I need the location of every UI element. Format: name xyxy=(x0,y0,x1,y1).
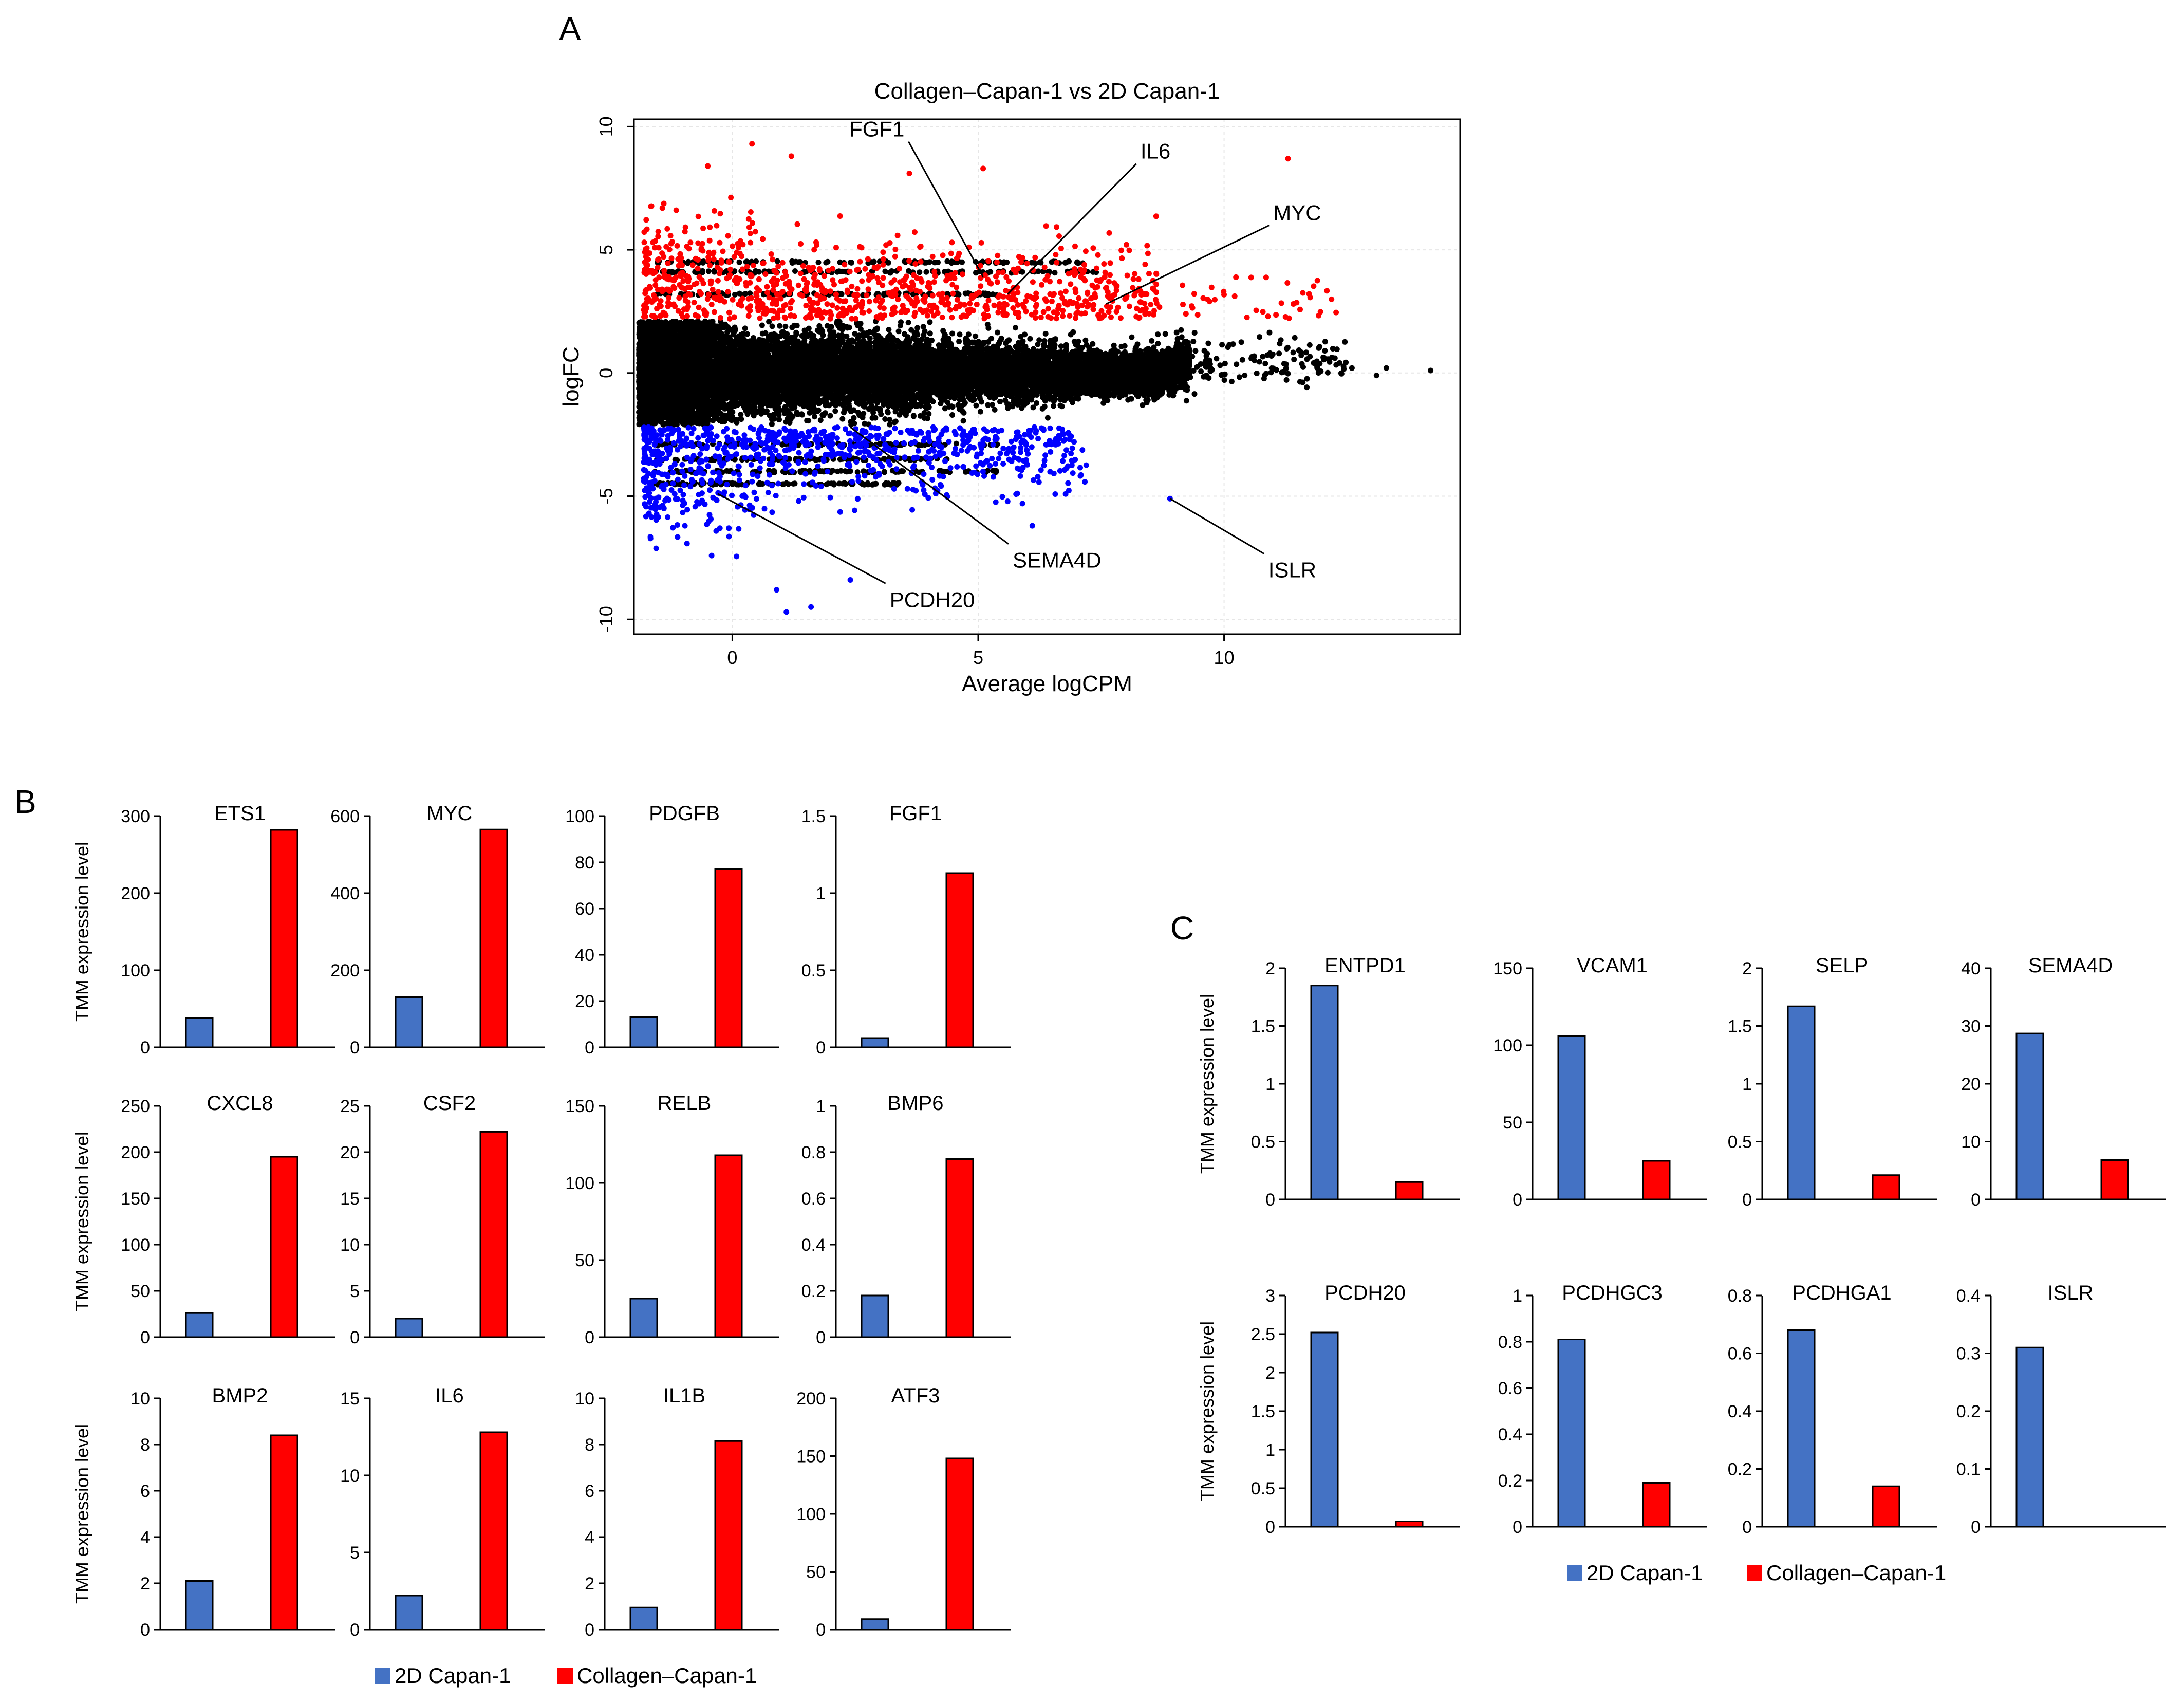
panel-label-b: B xyxy=(14,783,36,820)
ma-plot-points xyxy=(636,141,1434,615)
ma-point xyxy=(827,413,833,419)
ma-point xyxy=(861,411,867,417)
ma-point xyxy=(1034,400,1039,406)
ma-point xyxy=(1090,341,1096,347)
ma-point xyxy=(1042,330,1049,337)
ma-point xyxy=(1155,331,1161,338)
panel-label-c: C xyxy=(1170,910,1194,947)
ma-point xyxy=(1051,403,1057,409)
ma-point xyxy=(973,402,979,409)
ma-point xyxy=(738,412,744,418)
ma-point xyxy=(885,410,891,416)
ma-point xyxy=(949,330,956,337)
panel-label-a: A xyxy=(559,10,581,47)
ma-point xyxy=(976,339,982,345)
ma-point xyxy=(887,417,893,422)
ma-point xyxy=(1027,336,1033,342)
ma-point xyxy=(777,323,783,329)
ma-plot: Collagen–Capan-1 vs 2D Capan-1 Average l… xyxy=(558,79,1461,696)
ma-point xyxy=(1097,392,1103,398)
ma-point xyxy=(839,416,846,422)
ma-point xyxy=(776,417,782,423)
ma-point xyxy=(990,402,995,408)
